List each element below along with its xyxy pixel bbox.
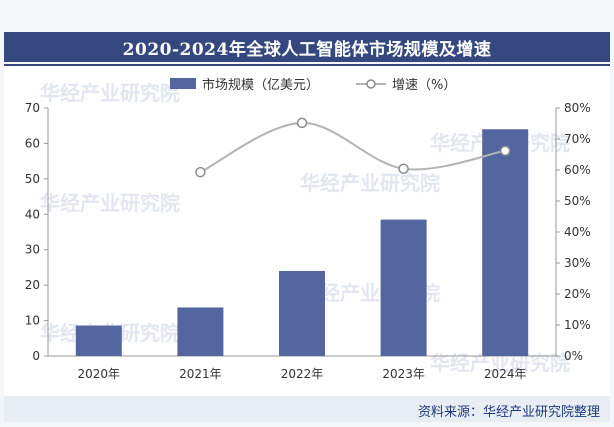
legend-bar-swatch [170,78,196,89]
left-tick-label-7: 70 [25,101,40,115]
right-tick-label-2: 20% [564,287,591,301]
left-tick-label-3: 30 [25,243,40,257]
legend-line-marker [366,79,376,89]
bar-0 [75,325,122,356]
growth-point-3 [499,145,511,157]
x-tick-label-2: 2022年 [281,367,324,381]
x-tick-label-1: 2021年 [179,367,222,381]
right-tick-label-4: 40% [564,225,591,239]
growth-point-2 [398,163,409,175]
watermark-text-2: 华经产业研究院 [40,191,180,215]
bar-1 [177,307,224,356]
right-tick-label-3: 30% [564,256,591,270]
left-tick-label-5: 50 [25,172,40,186]
right-tick-label-0: 0% [564,349,583,363]
x-tick-label-0: 2020年 [78,367,121,381]
left-tick-label-0: 0 [32,349,40,363]
source-note: 资料来源：华经产业研究院整理 [417,405,600,420]
right-tick-label-8: 80% [564,101,591,115]
right-tick-label-7: 70% [564,132,591,146]
watermark-text-1: 华经产业研究院 [300,171,440,195]
left-tick-label-1: 10 [25,314,40,328]
chart-title: 2020-2024年全球人工智能体市场规模及增速 [4,32,610,62]
bar-4 [482,129,529,356]
bar-2 [279,270,325,356]
title-divider [4,64,610,66]
x-tick-label-4: 2024年 [484,367,527,381]
bar-3 [380,219,427,356]
right-tick-label-6: 60% [564,163,591,177]
legend-line-label: 增速（%） [392,78,456,93]
growth-point-1 [296,117,308,129]
left-tick-label-4: 40 [25,207,40,221]
source-bar [4,396,610,422]
legend-bar-label: 市场规模（亿美元） [202,77,319,93]
right-tick-label-5: 50% [564,194,591,208]
growth-line [199,121,506,174]
watermark-text-0: 华经产业研究院 [40,81,180,105]
right-tick-label-1: 10% [564,318,591,332]
left-tick-label-6: 60 [25,136,40,150]
growth-point-0 [195,166,206,178]
left-tick-label-2: 20 [25,278,40,292]
x-tick-label-3: 2023年 [382,367,425,381]
